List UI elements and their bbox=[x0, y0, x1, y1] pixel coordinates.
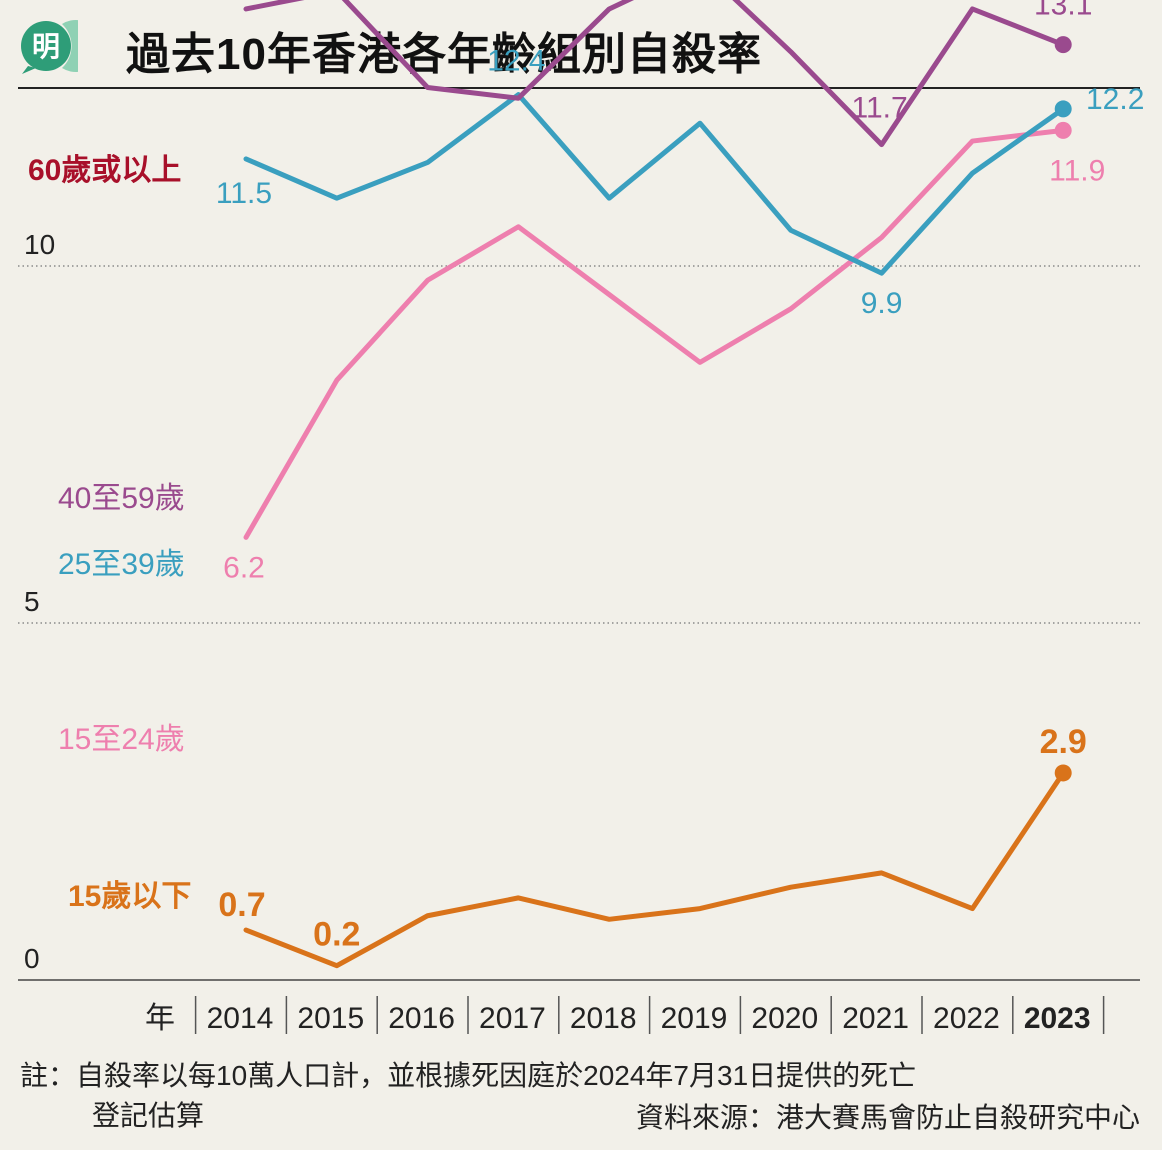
y-axis-ticks: 05101520 bbox=[24, 229, 55, 974]
x-tick-label-2017: 2017 bbox=[479, 1002, 546, 1035]
x-tick-label-2020: 2020 bbox=[751, 1002, 818, 1035]
x-tick-label-2023: 2023 bbox=[1024, 1002, 1091, 1035]
data-label-3-0: 6.2 bbox=[223, 551, 265, 584]
series-line-4 bbox=[243, 770, 1066, 969]
series-name-0: 60歲或以上 bbox=[28, 154, 181, 187]
ming-pao-logo-icon: 明 bbox=[21, 20, 78, 74]
series-line-2 bbox=[243, 92, 1066, 276]
series-name-2: 25至39歲 bbox=[58, 548, 185, 581]
x-tick-label-2022: 2022 bbox=[933, 1002, 1000, 1035]
x-tick-label-2021: 2021 bbox=[842, 1002, 909, 1035]
footnote-line-2: 登記估算 bbox=[92, 1100, 205, 1131]
y-tick-label-5: 5 bbox=[24, 586, 40, 617]
series-endpoint-3 bbox=[1054, 121, 1072, 139]
footnote: 註：自殺率以每10萬人口計，並根據死因庭於2024年7月31日提供的死亡 登記估… bbox=[20, 1056, 1145, 1136]
logo-char: 明 bbox=[32, 30, 60, 63]
x-tick-label-2018: 2018 bbox=[570, 1002, 637, 1035]
data-labels: 15歲以下 0.7 0.2 2.9 15至24歲 6.2 11.9 25至39歲 11.5 12.… bbox=[28, 0, 1144, 954]
x-tick-label-2014: 2014 bbox=[207, 1002, 274, 1035]
series-endpoint-4 bbox=[1054, 764, 1072, 782]
data-label-1-9: 13.1 bbox=[1034, 0, 1092, 22]
chart-header: 明 過去10年香港各年齡組別自殺率 bbox=[0, 0, 1162, 90]
x-tick-label-2016: 2016 bbox=[388, 1002, 455, 1035]
x-tick-label-2015: 2015 bbox=[297, 1002, 364, 1035]
data-label-3-9: 11.9 bbox=[1049, 154, 1105, 187]
x-tick-label-2019: 2019 bbox=[661, 1002, 728, 1035]
y-tick-label-10: 10 bbox=[24, 229, 55, 260]
title-divider bbox=[18, 87, 1140, 89]
data-label-2-0: 11.5 bbox=[216, 177, 272, 210]
y-tick-label-0: 0 bbox=[24, 943, 40, 974]
gridlines bbox=[18, 265, 1140, 981]
series-name-4: 15歲以下 bbox=[68, 880, 191, 913]
data-label-4-1: 0.2 bbox=[313, 916, 360, 954]
data-label-4-0: 0.7 bbox=[218, 886, 265, 924]
chart-title: 過去10年香港各年齡組別自殺率 bbox=[126, 30, 762, 79]
data-source: 資料來源：港大賽馬會防止自殺研究中心 bbox=[635, 1102, 1140, 1133]
series-line-3 bbox=[243, 127, 1066, 540]
line-chart: 05101520 15歲以下0.70.22.915至24歲6.211.925至3… bbox=[18, 0, 1144, 1035]
footnote-line-1: 註：自殺率以每10萬人口計，並根據死因庭於2024年7月31日提供的死亡 bbox=[20, 1060, 917, 1091]
data-label-2-7: 9.9 bbox=[861, 287, 903, 320]
series-name-1: 40至59歲 bbox=[58, 482, 185, 515]
x-axis-label: 年 bbox=[145, 1002, 175, 1035]
x-axis: 年 2014 2015 2016 2017 2018 2019 2020 2021 2022 202… bbox=[145, 996, 1105, 1035]
data-label-1-7: 11.7 bbox=[852, 92, 908, 125]
data-label-4-9: 2.9 bbox=[1040, 723, 1087, 761]
data-label-2-3: 12.4 bbox=[487, 45, 545, 78]
series-line-1 bbox=[243, 0, 1066, 148]
series-name-3: 15至24歲 bbox=[58, 723, 185, 756]
data-label-2-9: 12.2 bbox=[1086, 83, 1144, 116]
series-endpoint-1 bbox=[1054, 36, 1072, 54]
series-endpoint-2 bbox=[1054, 100, 1072, 118]
series-lines bbox=[243, 0, 1072, 969]
